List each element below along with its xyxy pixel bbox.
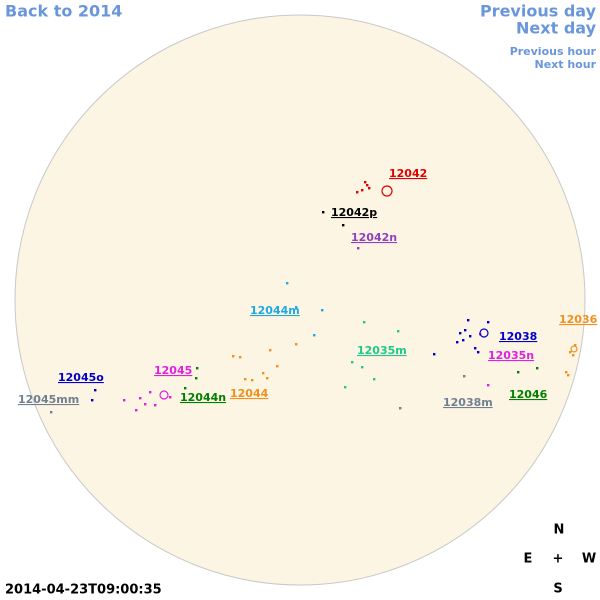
- sunspot-ring: [570, 345, 578, 353]
- sunspot: [361, 189, 364, 192]
- sunspot: [363, 321, 366, 324]
- sunspot: [276, 365, 279, 368]
- sunspot: [517, 371, 520, 374]
- sunspot: [567, 374, 570, 377]
- sunspot: [149, 391, 152, 394]
- sunspot: [50, 411, 53, 414]
- sunspot: [536, 367, 539, 370]
- sunspot: [244, 378, 247, 381]
- sunspot: [364, 181, 367, 184]
- region-label[interactable]: 12044m: [250, 304, 300, 317]
- sunspot: [313, 334, 316, 337]
- sunspot: [184, 387, 187, 390]
- sunspot: [295, 306, 298, 309]
- next-hour-link[interactable]: Next hour: [535, 58, 597, 71]
- sunspot: [399, 407, 402, 410]
- compass-west: W: [582, 552, 596, 567]
- sunspot: [456, 341, 459, 344]
- sunspot: [239, 356, 242, 359]
- region-label[interactable]: 12045: [154, 364, 192, 377]
- previous-day-link[interactable]: Previous day: [480, 2, 597, 21]
- sunspot: [91, 399, 94, 402]
- sunspot: [322, 211, 325, 214]
- sunspot: [266, 377, 269, 380]
- region-label[interactable]: 12038: [499, 330, 537, 343]
- back-link[interactable]: Back to 2014: [5, 2, 122, 21]
- region-label[interactable]: 12035n: [488, 349, 534, 362]
- sunspot: [366, 184, 369, 187]
- region-label[interactable]: 12045o: [58, 371, 104, 384]
- sunspot: [251, 379, 254, 382]
- sunspot: [572, 354, 575, 357]
- sunspot: [344, 386, 347, 389]
- sunspot: [569, 351, 572, 354]
- sunspot: [232, 355, 235, 358]
- sunspot: [269, 349, 272, 352]
- sunspot: [574, 344, 577, 347]
- sunspot: [373, 378, 376, 381]
- sunspot: [144, 403, 147, 406]
- sunspot: [487, 384, 490, 387]
- region-label[interactable]: 12044: [230, 387, 269, 400]
- sunspot: [433, 353, 436, 356]
- compass-south: S: [553, 582, 562, 597]
- sunspot: [154, 404, 157, 407]
- sunspot-ring: [479, 328, 489, 338]
- sunspot: [139, 397, 142, 400]
- region-label[interactable]: 12046: [509, 388, 548, 401]
- region-label[interactable]: 12035m: [357, 344, 407, 357]
- sunspot: [351, 361, 354, 364]
- compass-center: +: [553, 552, 564, 567]
- region-label[interactable]: 12036: [559, 313, 598, 326]
- sunspot: [462, 339, 465, 342]
- sunspot: [467, 319, 470, 322]
- previous-hour-link[interactable]: Previous hour: [510, 45, 597, 58]
- solar-disk: [14, 14, 586, 586]
- sunspot: [196, 367, 199, 370]
- sunspot: [135, 409, 138, 412]
- sunspot: [463, 375, 466, 378]
- compass-north: N: [554, 523, 565, 538]
- sunspot: [487, 321, 490, 324]
- next-day-link[interactable]: Next day: [516, 19, 597, 38]
- region-label[interactable]: 12045mm: [18, 393, 79, 406]
- timestamp: 2014-04-23T09:00:35: [5, 583, 162, 598]
- region-label[interactable]: 12042: [389, 167, 427, 180]
- sunspot-ring: [381, 185, 393, 197]
- sunspot: [474, 347, 477, 350]
- sunspot: [342, 224, 345, 227]
- sunspot: [195, 377, 198, 380]
- sunspot: [459, 332, 462, 335]
- region-label[interactable]: 12042p: [331, 206, 377, 219]
- sunspot-group: [50, 181, 578, 414]
- sunspot: [262, 372, 265, 375]
- sunspot: [477, 351, 480, 354]
- sunspot: [169, 396, 172, 399]
- region-labels: 12042 12042p 12042n 12044m 12036 12038 12035m 1…: [18, 167, 598, 409]
- region-label[interactable]: 12038m: [443, 396, 493, 409]
- sunspot: [286, 282, 289, 285]
- sunspot: [123, 399, 126, 402]
- sunspot: [295, 343, 298, 346]
- sunspot: [565, 371, 568, 374]
- region-label[interactable]: 12044n: [180, 391, 226, 404]
- sunspot: [469, 335, 472, 338]
- sunspot: [321, 309, 324, 312]
- sunspot: [464, 329, 467, 332]
- sunspot: [397, 330, 400, 333]
- sunspot: [368, 187, 371, 190]
- region-label[interactable]: 12042n: [351, 231, 397, 244]
- compass-east: E: [524, 552, 533, 567]
- sunspot: [357, 247, 360, 250]
- sunspot: [361, 366, 364, 369]
- sunspot: [94, 389, 97, 392]
- sunspot: [356, 191, 359, 194]
- sunspot-ring: [159, 390, 169, 400]
